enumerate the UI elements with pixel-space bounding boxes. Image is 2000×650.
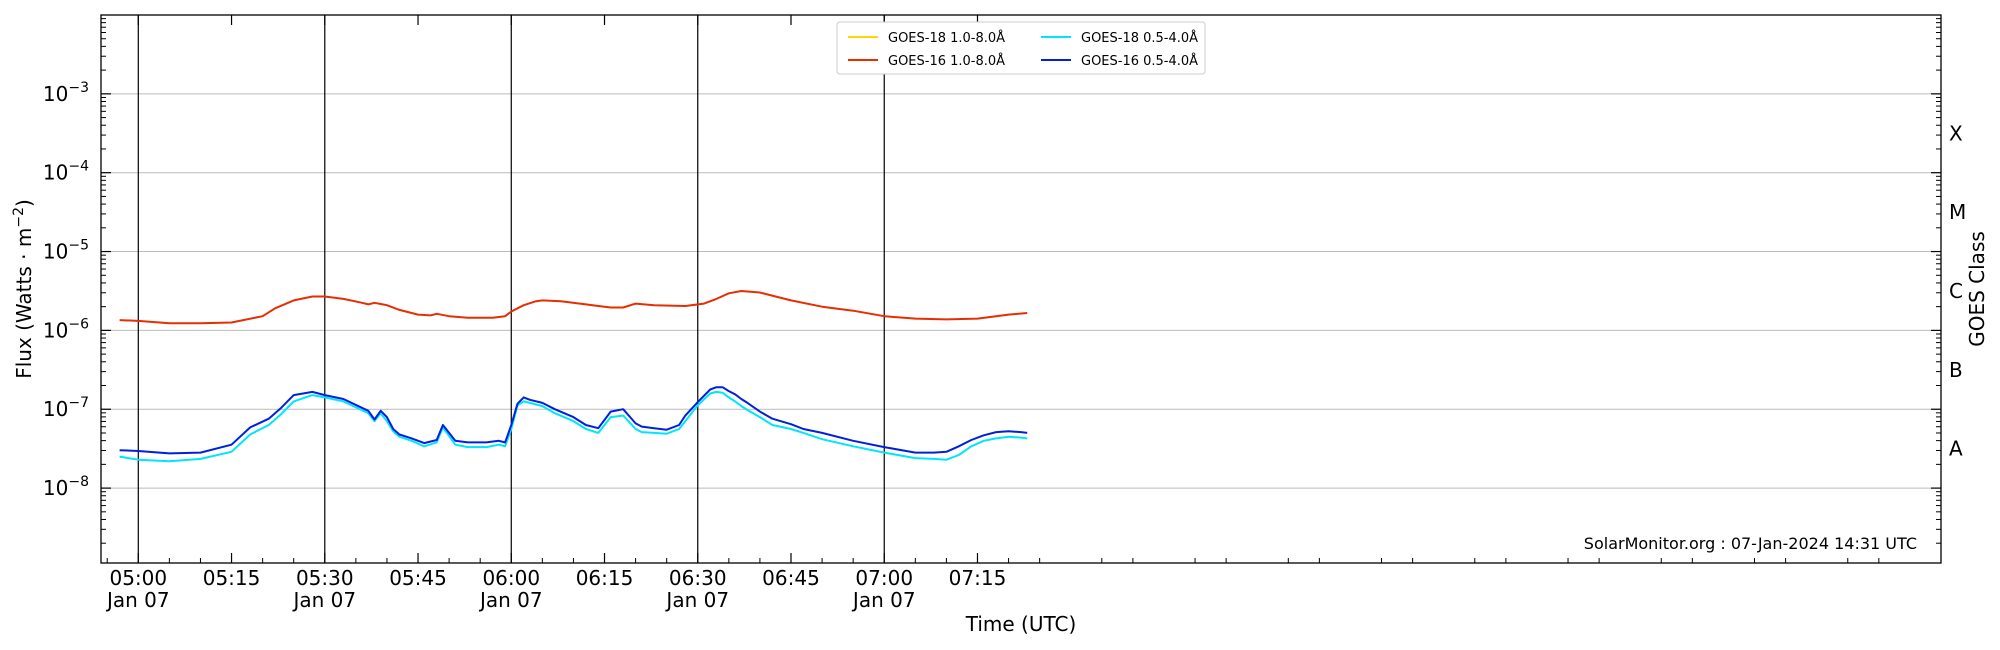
y-tick-label: 10−8 [43, 474, 89, 500]
goes-class-label: C [1949, 279, 1963, 303]
x-axis-label: Time (UTC) [965, 612, 1077, 636]
y-tick-exponent: −4 [68, 159, 89, 175]
x-tick-sublabel: Jan 07 [664, 588, 729, 612]
x-tick-label: 06:15 [576, 566, 634, 590]
x-tick-label: 07:00 [855, 566, 913, 590]
y-axis-label-exponent: −2 [11, 207, 27, 228]
x-tick-label: 05:15 [203, 566, 261, 590]
x-tick-label: 05:00 [109, 566, 167, 590]
y-tick-label: 10−7 [43, 395, 89, 421]
y-tick-exponent: −7 [68, 395, 89, 411]
legend-entry-label: GOES-18 1.0-8.0Å [888, 30, 1005, 46]
y-tick-base: 10 [43, 397, 68, 421]
y-tick-label: 10−3 [43, 80, 89, 106]
goes-class-axis-label: GOES Class [1965, 231, 1989, 347]
series-line-2 [119, 390, 1028, 463]
legend-entry-label: GOES-16 1.0-8.0Å [888, 53, 1005, 69]
y-tick-exponent: −5 [68, 238, 89, 254]
y-tick-base: 10 [43, 318, 68, 342]
series-lines [119, 290, 1028, 463]
y-axis-label: Flux (Watts · m−2) [11, 199, 36, 379]
day-time-lines [137, 15, 885, 563]
goes-class-label: B [1949, 358, 1963, 382]
goes-class-labels: X M C B A [1949, 121, 1966, 460]
series-line-3 [119, 386, 1028, 455]
legend-frame [836, 21, 1206, 75]
y-tick-base: 10 [43, 240, 68, 264]
y-tick-base: 10 [43, 476, 68, 500]
y-tick-label: 10−5 [43, 238, 89, 264]
x-tick-sublabel: Jan 07 [291, 588, 356, 612]
y-tick-exponent: −3 [68, 80, 89, 96]
y-axis-ticks: 10−310−410−510−610−710−8 [43, 18, 1941, 544]
x-tick-sublabel: Jan 07 [478, 588, 543, 612]
y-axis-label-main: Flux (Watts · m [12, 228, 36, 379]
x-tick-label: 06:45 [762, 566, 820, 590]
y-tick-exponent: −6 [68, 316, 89, 332]
grid-lines [101, 93, 1941, 489]
goes-class-label: M [1949, 200, 1966, 224]
y-tick-label: 10−6 [43, 316, 89, 342]
legend: GOES-18 1.0-8.0Å GOES-18 0.5-4.0Å GOES-16 … [836, 21, 1206, 75]
y-tick-base: 10 [43, 82, 68, 106]
y-tick-exponent: −8 [68, 474, 89, 490]
y-tick-label: 10−4 [43, 159, 89, 185]
y-tick-base: 10 [43, 161, 68, 185]
x-tick-label: 06:30 [669, 566, 727, 590]
x-tick-sublabel: Jan 07 [105, 588, 170, 612]
y-axis-label-close: ) [12, 199, 36, 207]
x-tick-label: 05:30 [296, 566, 354, 590]
x-tick-sublabel: Jan 07 [851, 588, 916, 612]
goes-class-label: A [1949, 437, 1963, 461]
plot-frame [100, 14, 1942, 564]
x-tick-label: 06:00 [482, 566, 540, 590]
x-tick-label: 07:15 [949, 566, 1007, 590]
legend-entry-label: GOES-16 0.5-4.0Å [1081, 53, 1198, 69]
x-tick-label: 05:45 [389, 566, 447, 590]
credit-text: SolarMonitor.org : 07-Jan-2024 14:31 UTC [1584, 534, 1917, 553]
series-line-1 [119, 290, 1028, 325]
goes-class-label: X [1949, 121, 1963, 145]
legend-entry-label: GOES-18 0.5-4.0Å [1081, 30, 1198, 46]
